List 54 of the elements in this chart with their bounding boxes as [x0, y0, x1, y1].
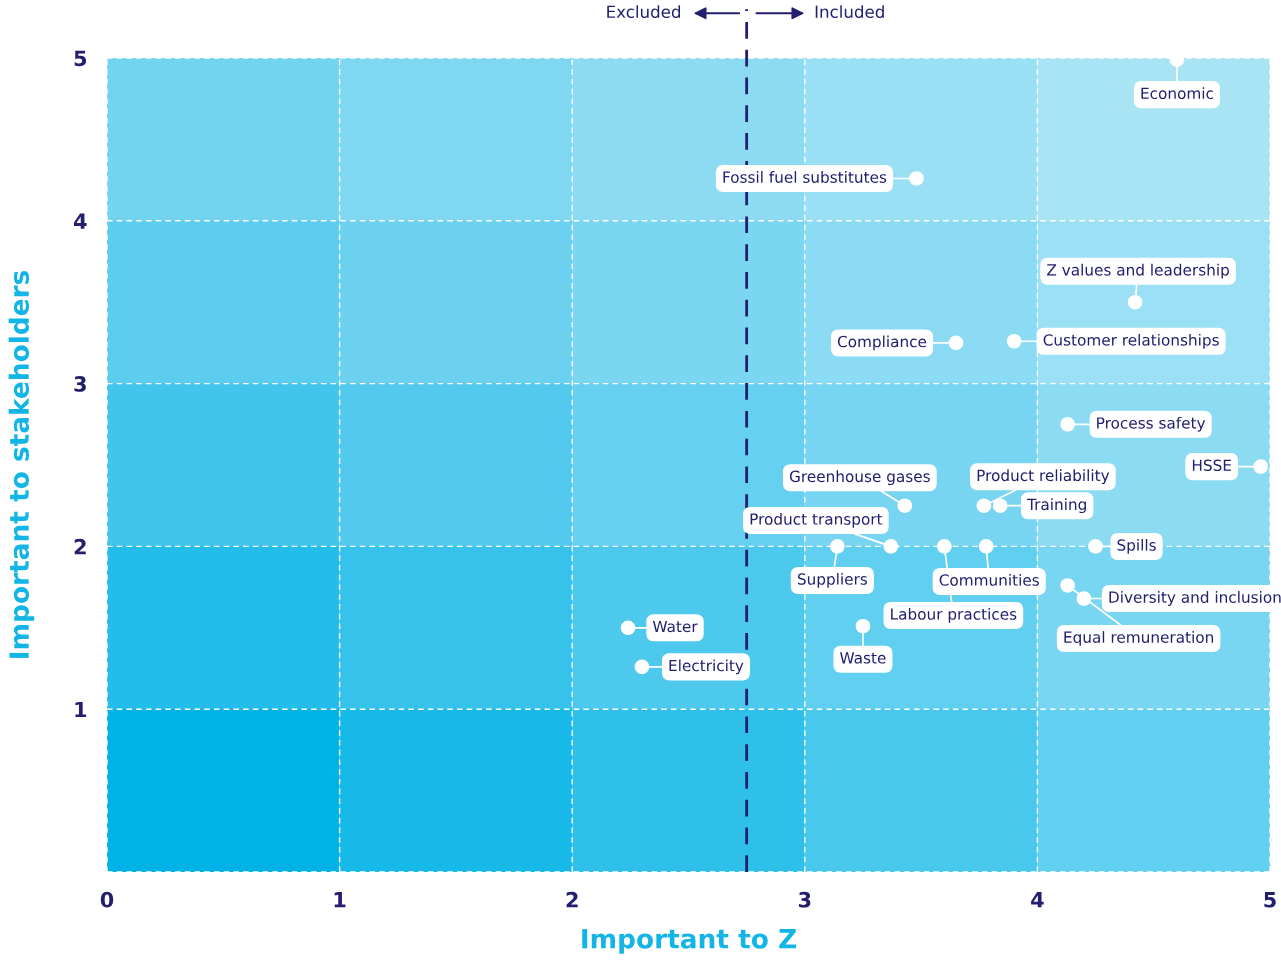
text: Excluded: [607, 5, 680, 19]
annotation: Process safety: [1097, 416, 1206, 432]
annotation: Labour practices: [891, 608, 1017, 623]
annotation: Fossil fuel substitutes: [723, 171, 887, 183]
point: [1127, 294, 1143, 310]
annotation: Product reliability: [977, 469, 1110, 485]
point: [1060, 578, 1075, 593]
x-tick-label: 5: [1264, 892, 1276, 908]
point: [1088, 539, 1103, 554]
point: [937, 539, 952, 554]
annotation: Spills: [1117, 539, 1156, 554]
y-axis-title: Important to stakeholders: [8, 270, 35, 658]
annotation: Training: [1027, 498, 1086, 514]
y-tick-label: 4: [74, 213, 87, 229]
point: [909, 171, 924, 186]
x-axis-title: Important to Z: [582, 929, 797, 954]
y-tick-label: 2: [74, 538, 86, 555]
annotation: Water: [652, 620, 698, 633]
y-tick-label: 5: [74, 50, 87, 67]
annotation: Waste: [840, 652, 886, 664]
point: [992, 498, 1008, 513]
point: [1076, 591, 1092, 606]
point: [1060, 417, 1075, 432]
point: [620, 620, 636, 636]
point: [830, 539, 845, 554]
annotation: Z values and leadership: [1047, 263, 1229, 279]
x-tick-label: 4: [1031, 892, 1044, 908]
point: [948, 335, 964, 351]
annotation: Communities: [939, 574, 1039, 586]
point: [1006, 333, 1022, 349]
point: [855, 618, 871, 634]
annotation: Customer relationships: [1043, 333, 1219, 349]
annotation: Diversity and inclusion: [1109, 591, 1281, 606]
point: [897, 498, 913, 513]
annotation: Compliance: [837, 335, 927, 351]
x-tick-label: 1: [334, 892, 346, 908]
x-tick-label: 2: [566, 891, 578, 908]
point: [883, 539, 899, 554]
annotation: Product transport: [750, 513, 883, 528]
point: [634, 659, 650, 675]
x-tick-label: 0: [100, 891, 114, 908]
point: [976, 498, 992, 513]
annotation: Suppliers: [797, 573, 868, 588]
annotation: HSSE: [1192, 459, 1231, 472]
y-tick-label: 1: [75, 701, 87, 718]
text: Included: [815, 5, 884, 19]
point: [978, 539, 994, 554]
annotation: Electricity: [669, 659, 744, 675]
annotation: Equal remuneration: [1064, 631, 1214, 646]
annotation: Greenhouse gases: [789, 470, 930, 486]
annotation: Economic: [1141, 87, 1213, 100]
point: [1253, 459, 1268, 474]
y-tick-label: 3: [74, 376, 86, 392]
x-tick-label: 3: [798, 891, 811, 908]
